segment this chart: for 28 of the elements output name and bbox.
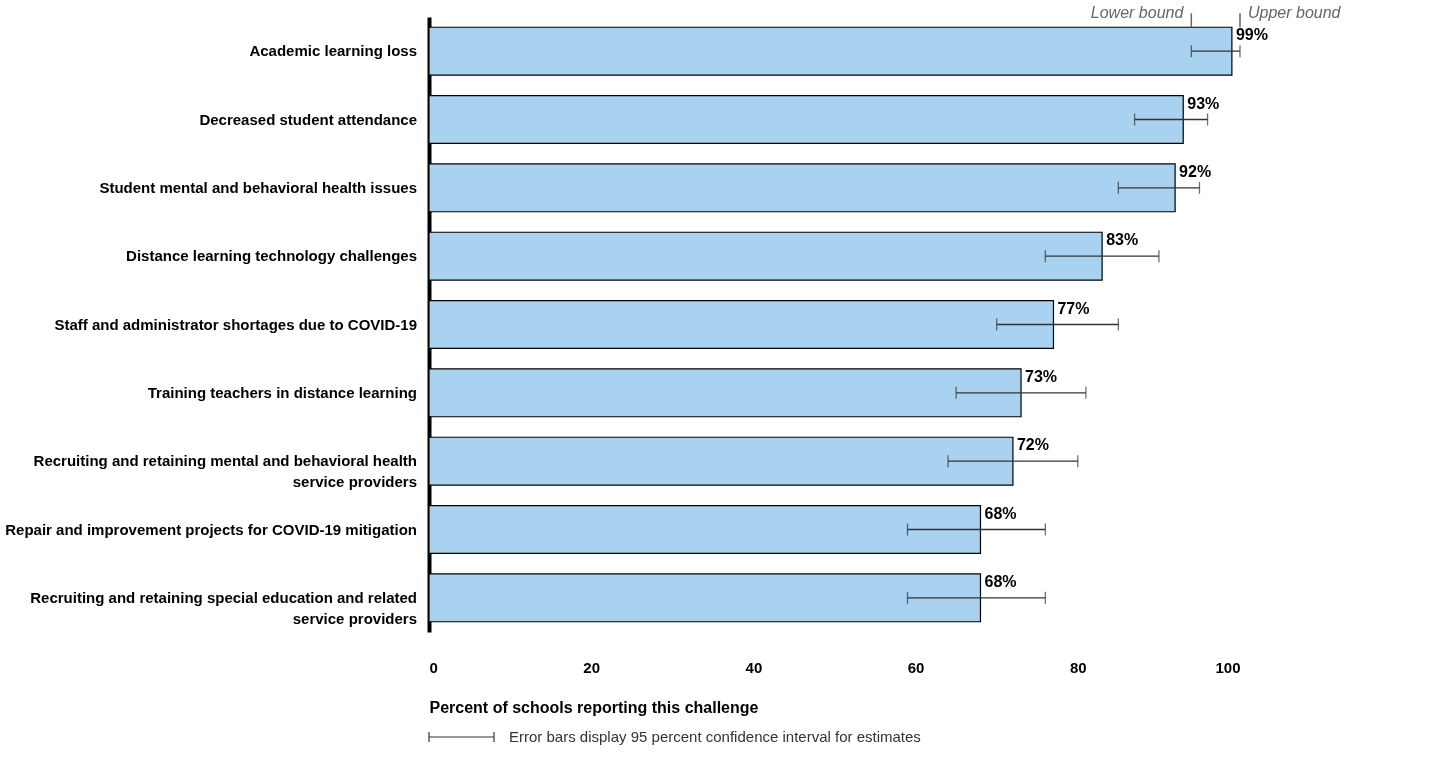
y-tick-label: Academic learning loss [249,42,417,60]
data-label: 77% [1057,299,1090,317]
data-label: 99% [1235,26,1268,44]
x-tick-label: 80 [1069,658,1087,676]
data-label: 73% [1025,367,1058,385]
data-label: 83% [1106,231,1139,249]
text: Error bars display 95 percent confidence interval for estimates [509,728,921,745]
y-tick-label: Distance learning technology challenges [126,247,417,265]
y-tick-label: Staff and administrator shortages due to COVID-19 [54,315,417,333]
data-label: 72% [1016,436,1049,454]
y-tick-label: Repair and improvement projects for COVID-19 mitigation [5,520,417,538]
y-tick-label: Recruiting and retaining mental and behavioral health service providers [33,452,417,491]
y-tick-label: Training teachers in distance learning [147,383,417,401]
x-tick-label: 0 [429,658,438,676]
x-tick-label: 40 [745,658,763,676]
data-label: 93% [1187,94,1220,112]
data-label: 68% [984,504,1017,522]
x-tick-label: 20 [583,658,601,676]
y-tick-label: Student mental and behavioral health issues [99,178,417,196]
annotation: Lower bound [1090,4,1185,22]
data-label: 92% [1179,162,1212,180]
x-tick-label: 60 [907,658,925,676]
y-tick-label: Recruiting and retaining special education and related service providers [30,588,417,627]
annotation: Upper bound [1248,4,1342,22]
y-tick-label: Decreased student attendance [199,110,417,128]
x-tick-label: 100 [1215,658,1241,676]
data-label: 68% [984,572,1017,590]
x-axis-title: Percent of schools reporting this challenge [429,698,759,716]
